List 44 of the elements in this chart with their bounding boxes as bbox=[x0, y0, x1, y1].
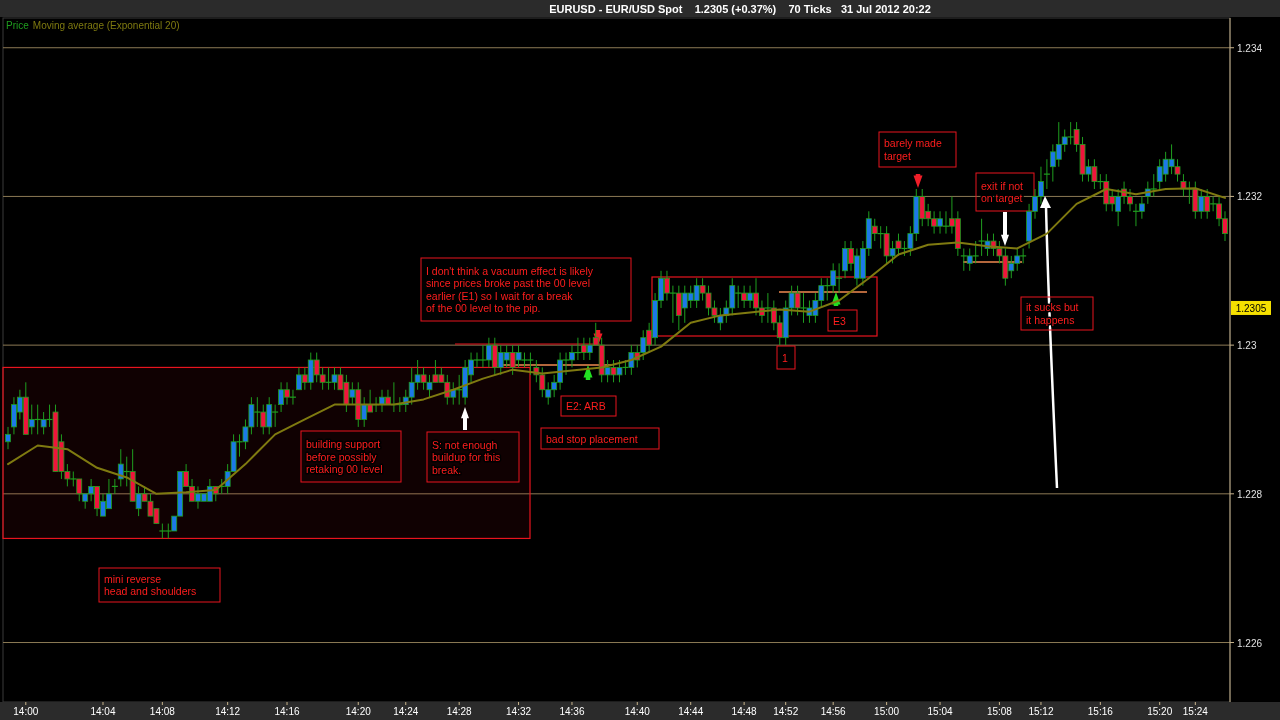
annotation: E3 bbox=[833, 314, 846, 327]
y-tick-label: 1.228 bbox=[1237, 488, 1263, 500]
x-tick-label: 14:00 bbox=[13, 706, 39, 717]
y-tick-label: 1.23 bbox=[1237, 340, 1257, 352]
y-tick-label: 1.232 bbox=[1237, 191, 1263, 203]
x-tick-label: 15:08 bbox=[986, 706, 1013, 717]
annotation: 1.2305 bbox=[1235, 302, 1267, 314]
x-tick-label: 15:16 bbox=[1087, 706, 1114, 717]
annotation: building support before possibly retaking 00 level bbox=[306, 438, 383, 475]
x-tick-label: 14:16 bbox=[274, 706, 300, 717]
candlestick bbox=[5, 426, 11, 450]
x-tick-label: 14:32 bbox=[506, 706, 532, 717]
y-tick-label: 1.226 bbox=[1237, 637, 1263, 649]
annotation: barely made target bbox=[884, 137, 942, 162]
x-tick-label: 14:12 bbox=[215, 706, 241, 717]
x-tick-label: 14:20 bbox=[345, 706, 372, 717]
text: Price bbox=[6, 20, 30, 31]
x-tick-label: 14:40 bbox=[624, 706, 651, 717]
text: Moving average (Exponential 20) bbox=[32, 20, 180, 31]
x-tick-label: 15:12 bbox=[1028, 706, 1054, 717]
annotation: S: not enough buildup for this break. bbox=[432, 438, 501, 476]
annotation: 1 bbox=[782, 351, 788, 364]
x-tick-label: 14:04 bbox=[90, 706, 116, 717]
annotation: bad stop placement bbox=[546, 432, 638, 445]
x-tick-label: 14:44 bbox=[678, 706, 704, 717]
x-tick-label: 15:00 bbox=[874, 706, 900, 717]
x-tick-label: 15:04 bbox=[927, 706, 953, 717]
x-tick-label: 14:08 bbox=[149, 706, 176, 717]
annotation: E2: ARB bbox=[566, 400, 606, 412]
annotation: I don't think a vacuum effect is likely since prices broke past the 00 level earlier (E1) so I wait for a break of the 00 level to the pip. bbox=[426, 264, 594, 315]
annotation: mini reverse head and shoulders bbox=[104, 572, 197, 598]
candlestick bbox=[978, 218, 986, 257]
x-tick-label: 14:56 bbox=[820, 706, 847, 717]
x-tick-label: 14:52 bbox=[773, 706, 799, 717]
x-tick-label: 14:24 bbox=[393, 706, 419, 717]
x-tick-label: 14:48 bbox=[731, 706, 758, 717]
x-tick-label: 15:24 bbox=[1182, 706, 1209, 717]
annotation: exit if not on target bbox=[981, 179, 1024, 205]
x-tick-label: 14:36 bbox=[559, 706, 585, 717]
x-tick-label: 15:20 bbox=[1147, 706, 1173, 717]
chart-title: EURUSD - EUR/USD Spot 1.2305 (+0.37%) 70 Ticks 31 Jul 2012 20:22 bbox=[549, 2, 931, 15]
y-tick-label: 1.234 bbox=[1237, 42, 1263, 54]
candlestick bbox=[1043, 158, 1051, 190]
x-tick-label: 14:28 bbox=[446, 706, 473, 717]
